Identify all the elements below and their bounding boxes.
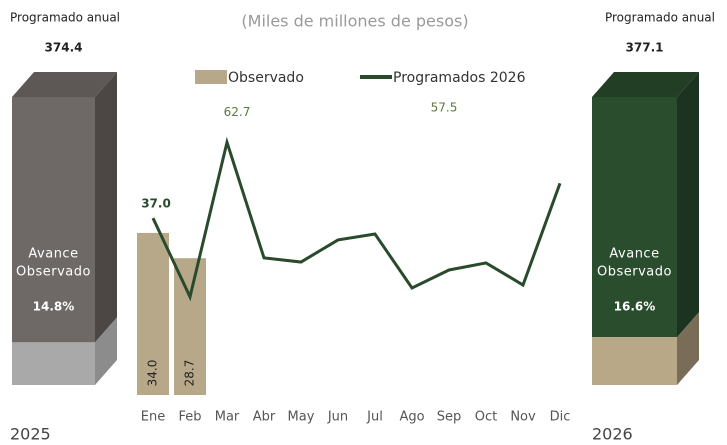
legend-label: Programados 2026 (393, 70, 526, 86)
x-tick-label: Mar (215, 410, 240, 425)
x-tick-label: May (288, 410, 315, 425)
bar (137, 232, 169, 395)
panel-title: Programado anual (605, 11, 715, 25)
column-fill (12, 342, 95, 385)
panel-percent: 16.6% (614, 300, 656, 314)
column-fill-side (677, 312, 699, 385)
column-side (677, 72, 699, 338)
annotation: 57.5 (431, 101, 458, 115)
panel-title: Programado anual (10, 11, 120, 25)
column-side (95, 72, 117, 343)
data-label: 28.7 (183, 360, 197, 387)
x-tick-label: Abr (253, 410, 276, 425)
line (151, 136, 562, 302)
column-front (12, 97, 95, 343)
panel-label: Observado (597, 265, 672, 280)
column-top (592, 72, 699, 97)
panel-total: 374.4 (45, 41, 83, 55)
panel-percent: 14.8% (33, 300, 75, 314)
data-label: 62.7 (224, 105, 251, 119)
panel-total: 377.1 (626, 41, 664, 55)
panel-label: Avance (28, 247, 78, 262)
panel-year: 2026 (592, 425, 633, 444)
x-tick-label: Sep (437, 410, 462, 425)
x-tick-label: Feb (178, 410, 201, 425)
x-tick-label: Ago (399, 410, 424, 425)
column-front (592, 97, 677, 338)
panel-label: Avance (609, 247, 659, 262)
x-tick-label: Ene (141, 410, 165, 425)
bar (174, 258, 206, 395)
x-tick-label: Oct (475, 410, 497, 425)
x-tick-label: Dic (550, 410, 571, 425)
legend-label: Observado (228, 70, 304, 86)
legend-swatch (195, 70, 227, 84)
panel-year: 2025 (10, 425, 51, 444)
column-top (12, 72, 117, 97)
x-tick-label: Jun (327, 410, 348, 425)
column-fill (592, 337, 677, 385)
data-label: 37.0 (141, 197, 171, 211)
column-fill-side (95, 317, 117, 385)
data-label: 34.0 (146, 360, 160, 387)
chart-subtitle: (Miles de millones de pesos) (241, 12, 468, 31)
panel-label: Observado (16, 265, 91, 280)
x-tick-label: Nov (510, 410, 536, 425)
x-tick-label: Jul (366, 410, 383, 425)
